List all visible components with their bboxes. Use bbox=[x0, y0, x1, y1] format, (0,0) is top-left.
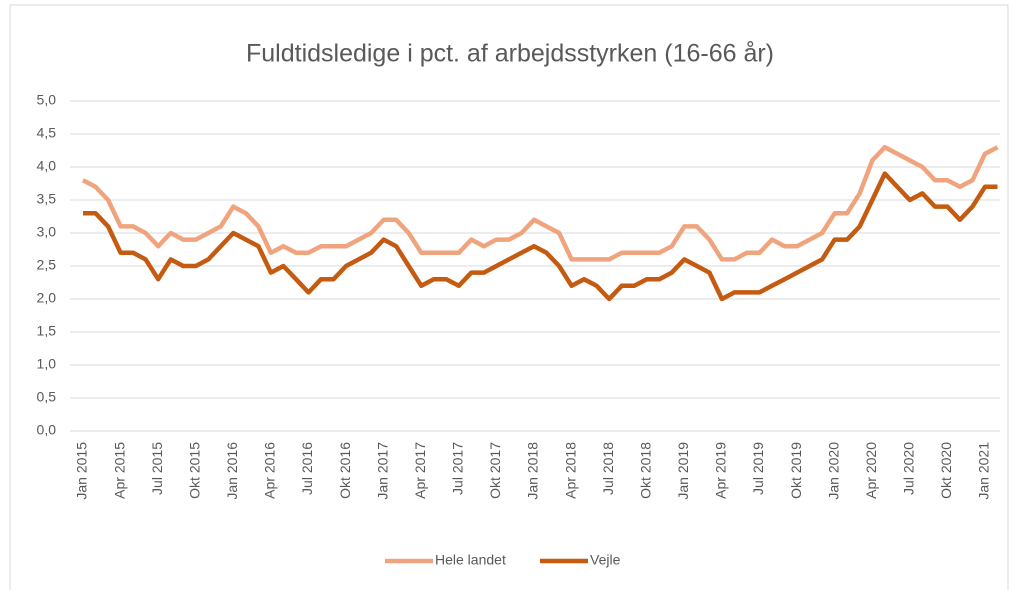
legend-label: Hele landet bbox=[435, 552, 506, 568]
x-tick-label: Okt 2015 bbox=[186, 442, 202, 499]
y-tick-label: 3,0 bbox=[37, 224, 57, 240]
y-tick-label: 0,0 bbox=[37, 422, 57, 438]
chart-title: Fuldtidsledige i pct. af arbejdsstyrken … bbox=[246, 40, 774, 68]
y-tick-label: 4,5 bbox=[37, 125, 57, 141]
x-tick-label: Jan 2021 bbox=[976, 442, 992, 500]
x-tick-label: Okt 2018 bbox=[637, 442, 653, 499]
y-tick-label: 2,0 bbox=[37, 290, 57, 306]
y-tick-label: 0,5 bbox=[37, 389, 57, 405]
series-line bbox=[83, 171, 998, 302]
legend-label: Vejle bbox=[590, 552, 621, 568]
x-tick-label: Apr 2018 bbox=[562, 442, 578, 499]
y-tick-label: 1,0 bbox=[37, 356, 57, 372]
x-tick-label: Jul 2017 bbox=[450, 442, 466, 495]
x-tick-label: Okt 2017 bbox=[487, 442, 503, 499]
x-tick-label: Jan 2017 bbox=[374, 442, 390, 500]
x-tick-label: Okt 2016 bbox=[337, 442, 353, 499]
x-tick-label: Apr 2016 bbox=[262, 442, 278, 499]
x-tick-label: Apr 2017 bbox=[412, 442, 428, 499]
x-tick-label: Apr 2019 bbox=[713, 442, 729, 499]
y-tick-label: 4,0 bbox=[37, 158, 57, 174]
y-tick-label: 1,5 bbox=[37, 323, 57, 339]
series-line bbox=[81, 144, 999, 262]
y-tick-label: 5,0 bbox=[37, 92, 57, 108]
x-tick-label: Apr 2020 bbox=[863, 442, 879, 499]
x-tick-label: Jan 2016 bbox=[224, 442, 240, 500]
x-tick-label: Jul 2018 bbox=[600, 442, 616, 495]
x-tick-label: Jan 2020 bbox=[825, 442, 841, 500]
x-tick-label: Jan 2015 bbox=[74, 442, 90, 500]
x-tick-label: Jan 2018 bbox=[525, 442, 541, 500]
x-tick-label: Jul 2015 bbox=[149, 442, 165, 495]
x-tick-label: Okt 2019 bbox=[788, 442, 804, 499]
y-tick-label: 3,5 bbox=[37, 191, 57, 207]
x-tick-label: Apr 2015 bbox=[111, 442, 127, 499]
x-tick-label: Okt 2020 bbox=[938, 442, 954, 499]
x-tick-label: Jul 2016 bbox=[299, 442, 315, 495]
y-tick-label: 2,5 bbox=[37, 257, 57, 273]
chart-frame bbox=[9, 4, 1009, 590]
x-tick-label: Jul 2019 bbox=[750, 442, 766, 495]
x-tick-label: Jul 2020 bbox=[901, 442, 917, 495]
x-tick-label: Jan 2019 bbox=[675, 442, 691, 500]
